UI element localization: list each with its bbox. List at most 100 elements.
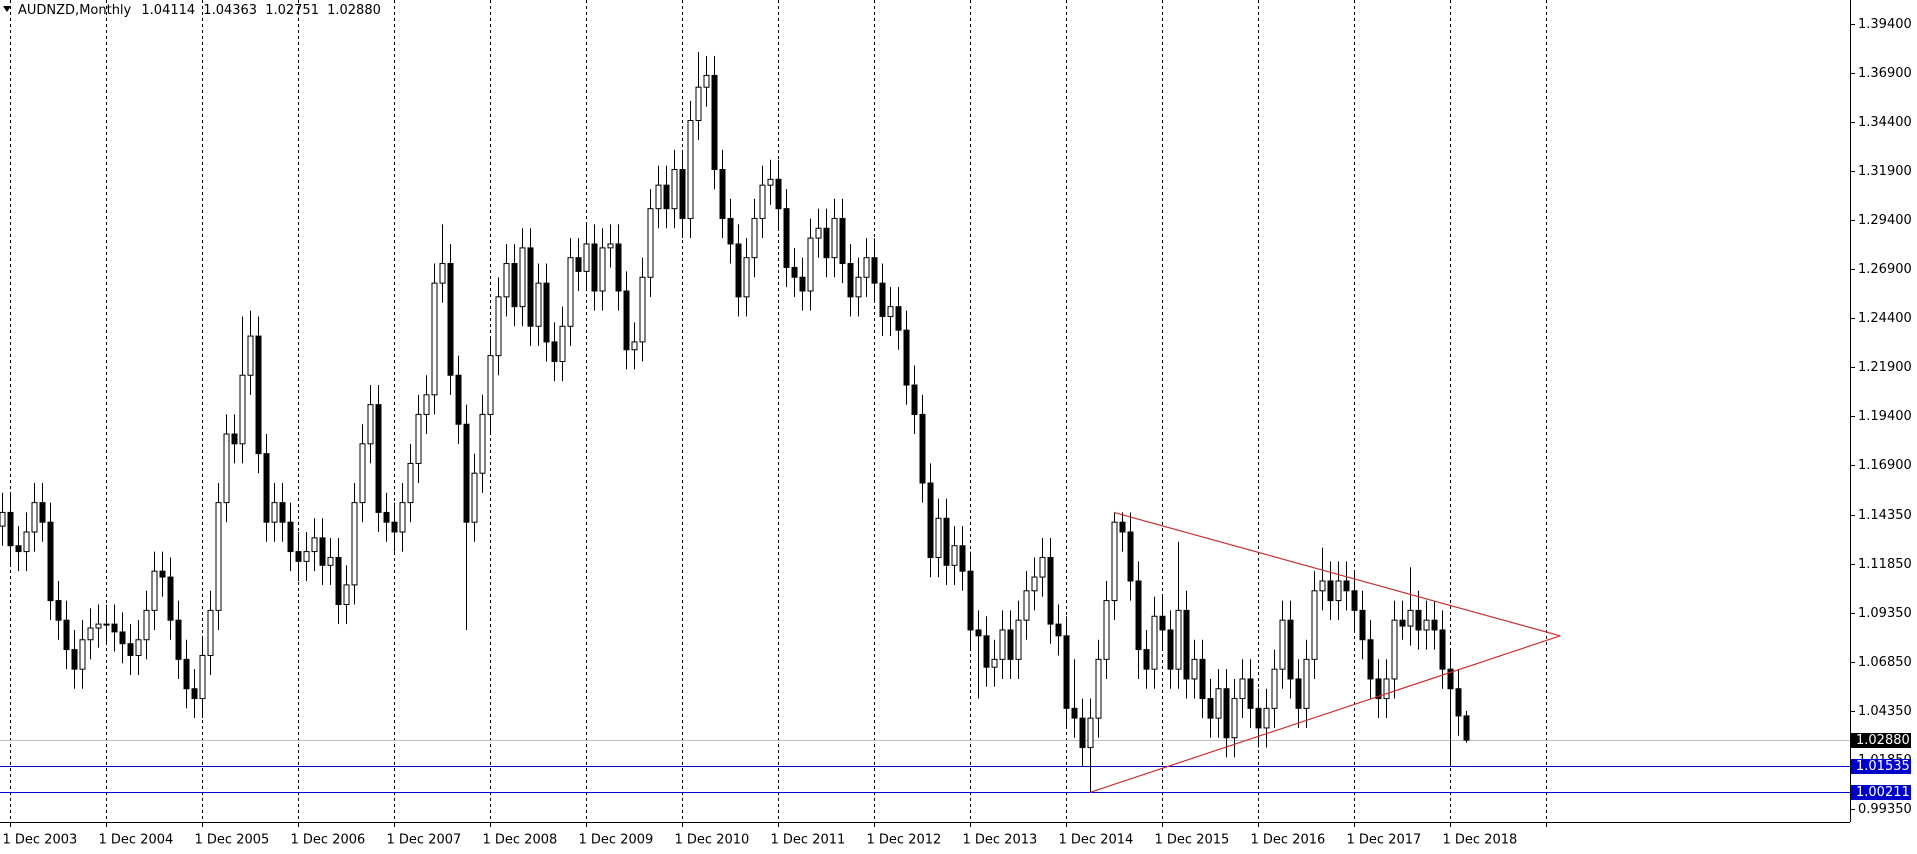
candle-body	[631, 341, 638, 351]
header-high: 1.04363	[203, 3, 257, 18]
candle-body	[375, 404, 382, 513]
candle-body	[1431, 619, 1438, 631]
candle-body	[591, 243, 598, 292]
x-tick-label: 1 Dec 2004	[99, 833, 174, 848]
candle-body	[215, 502, 222, 611]
candle-body	[1103, 600, 1110, 660]
candle-body	[223, 433, 230, 504]
candle-body	[1391, 619, 1398, 680]
grid-layer	[10, 0, 1547, 822]
candle-body	[823, 227, 830, 259]
x-tick-label: 1 Dec 2009	[579, 833, 654, 848]
candle-body	[311, 537, 318, 553]
trendline-layer	[1089, 511, 1561, 793]
candle-body	[383, 511, 390, 523]
candle-body	[1119, 521, 1126, 533]
candle-body	[711, 74, 718, 170]
candle-body	[1351, 590, 1358, 611]
y-tick-label: 1.16900	[1858, 458, 1912, 473]
x-tick-label: 1 Dec 2006	[291, 833, 366, 848]
candle-body	[727, 217, 734, 245]
candle-body	[623, 290, 630, 351]
candle-body	[679, 168, 686, 219]
candle-body	[783, 208, 790, 268]
candle-body	[1199, 658, 1206, 700]
candle-body	[1263, 707, 1270, 729]
candle-body	[1055, 623, 1062, 637]
candle-body	[15, 545, 22, 553]
x-tick-label: 1 Dec 2014	[1059, 833, 1134, 848]
candle-body	[1383, 678, 1390, 700]
candle-body	[39, 502, 46, 523]
candle-body	[895, 306, 902, 331]
candle-body	[551, 341, 558, 363]
candle-body	[759, 184, 766, 219]
candle-body	[167, 576, 174, 621]
candle-body	[1271, 668, 1278, 709]
candle-body	[1447, 668, 1454, 690]
candle-body	[463, 423, 470, 523]
candle-body	[559, 325, 566, 363]
candle-body	[1463, 715, 1470, 741]
candle-body	[799, 276, 806, 292]
x-tick-label: 1 Dec 2005	[195, 833, 270, 848]
x-tick-label: 1 Dec 2011	[771, 833, 846, 848]
candle-body	[983, 635, 990, 668]
candle-body	[479, 413, 486, 474]
candle-body	[1343, 580, 1350, 592]
y-tick-label: 1.34400	[1858, 115, 1912, 130]
candle-body	[31, 502, 38, 533]
candle-body	[71, 649, 78, 670]
price-level-box	[1851, 759, 1911, 774]
candle-body	[967, 570, 974, 631]
candle-body	[159, 570, 166, 578]
candle-body	[1111, 521, 1118, 602]
candle-body	[191, 688, 198, 700]
candle-body	[1127, 531, 1134, 582]
candle-body	[607, 243, 614, 249]
x-tick-label: 1 Dec 2017	[1347, 833, 1422, 848]
candle-body	[439, 263, 446, 284]
y-tick-label: 1.24400	[1858, 311, 1912, 326]
candle-body	[351, 502, 358, 586]
candle-body	[271, 502, 278, 523]
y-tick-label: 1.29400	[1858, 213, 1912, 228]
candle-body	[1367, 639, 1374, 680]
header-close: 1.02880	[327, 3, 381, 18]
y-tick-label: 1.26900	[1858, 262, 1912, 277]
candle-body	[55, 600, 62, 621]
candle-body	[543, 282, 550, 343]
candle-body	[1407, 609, 1414, 627]
axis-layer: 1 Dec 2003 1 Dec 2004 1 Dec 2005 1 Dec 2006…	[3, 17, 1912, 848]
candle-body	[423, 394, 430, 415]
candle-body	[7, 511, 14, 547]
candle-body	[975, 629, 982, 637]
candle-body	[831, 217, 838, 259]
candle-body	[807, 237, 814, 292]
x-tick-label: 1 Dec 2013	[963, 833, 1038, 848]
candle-body	[1007, 629, 1014, 660]
candle-body	[935, 517, 942, 558]
level-layer	[0, 740, 1850, 793]
candle-body	[1079, 717, 1086, 749]
candle-body	[775, 178, 782, 210]
candle-body	[415, 413, 422, 464]
x-tick-label: 1 Dec 2003	[3, 833, 78, 848]
candle-body	[1239, 678, 1246, 700]
candle-body	[959, 545, 966, 572]
candle-body	[407, 462, 414, 504]
candle-body	[1159, 615, 1166, 631]
candle-body	[1071, 707, 1078, 719]
header: AUDNZD,Monthly 1.04114 1.04363 1.02751 1…	[18, 3, 381, 18]
candle-body	[927, 482, 934, 558]
menu-triangle[interactable]	[3, 6, 11, 12]
candle-body	[655, 184, 662, 210]
price-level-label: 1.00211	[1856, 785, 1910, 800]
x-tick-label: 1 Dec 2012	[867, 833, 942, 848]
candle-body	[1039, 556, 1046, 578]
candle-body	[487, 355, 494, 415]
candle-body	[1439, 629, 1446, 670]
candle-body	[1015, 619, 1022, 660]
